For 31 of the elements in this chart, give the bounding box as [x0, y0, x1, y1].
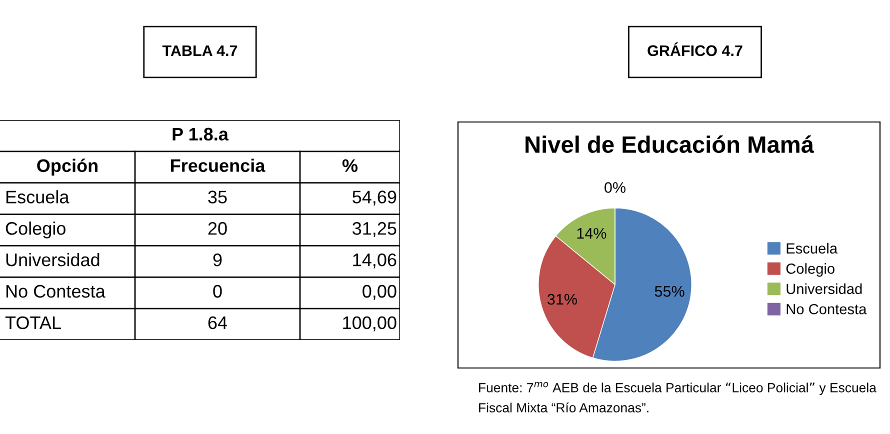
text: 0	[213, 284, 222, 298]
text: Escuela	[6, 190, 70, 204]
text: No Contesta	[6, 284, 106, 298]
data-label: 55%	[654, 286, 684, 297]
legend-label: No Contesta	[786, 304, 867, 314]
text: TABLA 4.7	[162, 45, 238, 56]
text: Frecuencia	[171, 158, 266, 172]
text: Colegio	[6, 222, 66, 238]
text: 20	[208, 222, 227, 235]
text: %	[342, 159, 358, 172]
text: 54,69	[352, 190, 396, 206]
text: TOTAL	[5, 316, 61, 330]
chart-subtitle: Nivel de Educación Mamá	[526, 135, 814, 153]
legend-label: Colegio	[786, 263, 834, 277]
data-label: 14%	[577, 228, 606, 239]
text: 9	[213, 253, 222, 266]
data-label: 31%	[548, 294, 577, 305]
text: 35	[208, 190, 227, 204]
legend-label: Escuela	[786, 242, 838, 254]
text: 64	[208, 316, 228, 330]
chart-title: GRÁFICO 4.7	[648, 42, 742, 56]
text: Opción	[37, 158, 98, 176]
text: 0,00	[362, 284, 396, 300]
text: 100,00	[343, 316, 396, 332]
text: 14,06	[353, 253, 396, 268]
legend-label: Universidad	[786, 283, 862, 294]
text: P 1.8.a	[172, 128, 229, 141]
text: Universidad	[6, 253, 100, 266]
text: 0%	[604, 182, 626, 193]
text: 31,25	[352, 222, 396, 237]
source-note: Fuente: 7$^{mo}$ AEB de la Escuela Particular “Liceo Policial” y Escuela Fiscal Mixta “Río Amazonas”.	[479, 382, 876, 412]
